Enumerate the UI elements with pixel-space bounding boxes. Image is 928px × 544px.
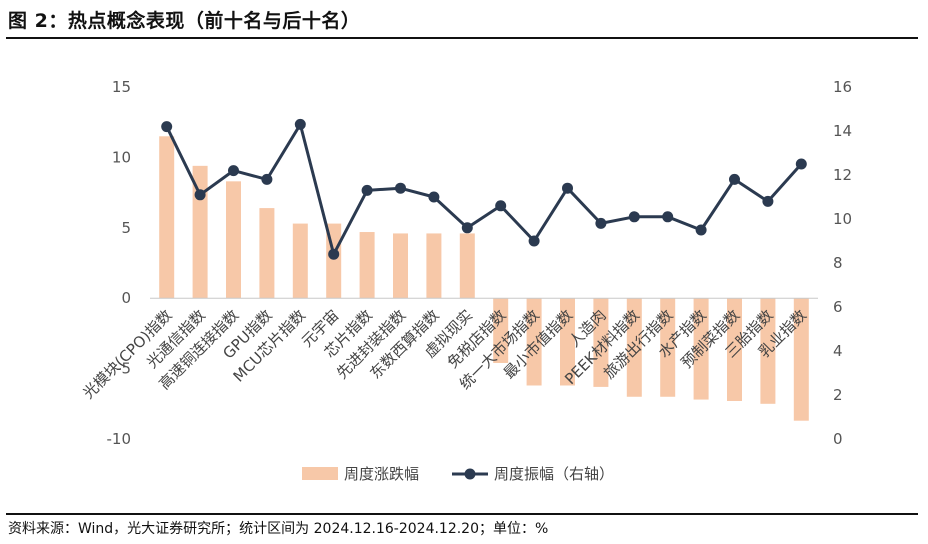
- bar-8: [426, 233, 442, 299]
- bar-12: [560, 298, 575, 386]
- amplitude-point-14: [628, 211, 640, 223]
- bar-16: [693, 298, 709, 400]
- right-axis-tick: 8: [833, 254, 843, 272]
- right-axis-tick: 14: [833, 122, 852, 140]
- left-axis-tick: -10: [107, 430, 132, 448]
- amplitude-point-8: [428, 191, 440, 203]
- right-axis-tick: 2: [833, 386, 843, 404]
- bar-13: [593, 298, 609, 387]
- amplitude-line: [165, 122, 803, 256]
- legend-bar-label: 周度涨跌幅: [344, 465, 419, 483]
- bar-7: [393, 233, 408, 299]
- amplitude-point-10: [495, 200, 507, 212]
- right-axis-tick: 6: [833, 298, 843, 316]
- chart-title: 图 2：热点概念表现（前十名与后十名）: [8, 10, 361, 32]
- amplitude-point-9: [461, 222, 473, 234]
- amplitude-point-5: [328, 248, 340, 260]
- bar-3: [259, 208, 275, 299]
- bar-6: [359, 232, 375, 299]
- amplitude-point-17: [729, 173, 740, 185]
- bar-4: [292, 223, 308, 299]
- amplitude-point-12: [562, 182, 573, 194]
- amplitude-point-0: [161, 121, 173, 133]
- bar-14: [626, 298, 642, 397]
- amplitude-point-11: [528, 235, 540, 247]
- amplitude-point-6: [361, 184, 373, 196]
- bar-11: [526, 298, 542, 386]
- legend-line-label: 周度振幅（右轴）: [494, 465, 614, 483]
- left-axis-tick: -5: [116, 360, 131, 378]
- bar-15: [660, 298, 676, 397]
- bar-17: [727, 298, 742, 401]
- bar-2: [226, 181, 241, 299]
- left-axis-tick: 5: [121, 219, 131, 237]
- bar-1: [192, 165, 208, 299]
- legend-line-marker: [464, 468, 476, 480]
- amplitude-point-3: [261, 173, 273, 185]
- bar-18: [760, 298, 776, 404]
- legend-bar-swatch: [302, 467, 338, 480]
- amplitude-point-7: [395, 182, 406, 194]
- amplitude-point-19: [795, 158, 807, 170]
- left-axis-tick: 10: [112, 148, 131, 166]
- left-axis-tick: 15: [112, 78, 131, 96]
- amplitude-point-15: [662, 211, 674, 223]
- right-axis-tick: 16: [833, 78, 852, 96]
- bar-19: [793, 298, 809, 421]
- amplitude-point-16: [695, 224, 707, 236]
- bar-0: [159, 136, 175, 299]
- right-axis-tick: 0: [833, 430, 843, 448]
- left-axis-tick: 0: [121, 289, 131, 307]
- bar-10: [493, 298, 509, 363]
- amplitude-point-4: [294, 118, 306, 130]
- amplitude-point-18: [762, 195, 774, 207]
- amplitude-point-2: [228, 165, 239, 177]
- title-divider: [6, 37, 918, 39]
- right-axis-tick: 4: [833, 342, 843, 360]
- amplitude-point-1: [194, 189, 206, 201]
- footer-divider: [6, 513, 918, 515]
- source-note: 资料来源：Wind，光大证券研究所；统计区间为 2024.12.16-2024.…: [8, 521, 549, 537]
- bar-9: [459, 233, 475, 299]
- right-axis-tick: 10: [833, 210, 852, 228]
- right-axis-tick: 12: [833, 166, 852, 184]
- amplitude-point-13: [595, 217, 607, 229]
